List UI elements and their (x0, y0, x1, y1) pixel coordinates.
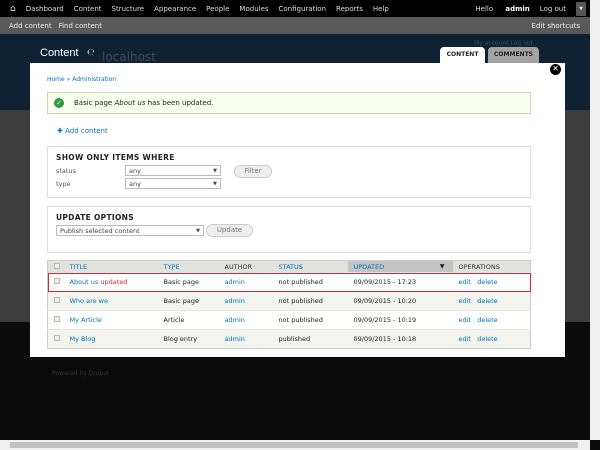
powered-by: Powered by Drupal (52, 370, 109, 377)
hello-label: Hello (475, 4, 494, 13)
author-link[interactable]: admin (224, 297, 245, 305)
toolbar-people[interactable]: People (206, 4, 230, 13)
title-link[interactable]: Who are we (69, 297, 108, 305)
col-status[interactable]: STATUS (272, 260, 348, 273)
edit-shortcuts-link[interactable]: Edit shortcuts (531, 21, 580, 30)
table-row: My Blog Blog entry admin published 09/09… (47, 329, 531, 349)
toolbar-configuration[interactable]: Configuration (278, 4, 327, 13)
status-cell: published (272, 329, 348, 349)
select-all-checkbox[interactable] (54, 262, 60, 269)
scrollbar-thumb[interactable] (10, 442, 578, 448)
status-cell: not published (272, 291, 348, 311)
horizontal-scrollbar[interactable] (0, 440, 590, 450)
toolbar-content[interactable]: Content (73, 4, 102, 13)
col-updated[interactable]: UPDATED ▼ (347, 260, 453, 273)
edit-link[interactable]: edit (458, 316, 471, 324)
table-row: Who are we Basic page admin not publishe… (47, 291, 531, 311)
updated-cell: 09/09/2015 - 10:18 (347, 329, 453, 349)
toolbar-help[interactable]: Help (372, 4, 389, 13)
user-link[interactable]: admin (505, 4, 530, 13)
toolbar-appearance[interactable]: Appearance (154, 4, 197, 13)
check-icon: ✓ (54, 98, 64, 108)
updated-cell: 09/09/2015 - 10:19 (347, 310, 453, 330)
row-checkbox[interactable] (54, 316, 60, 322)
add-content-label: Add content (65, 127, 108, 135)
row-checkbox[interactable] (54, 335, 60, 341)
type-label: type (56, 180, 71, 188)
sort-desc-icon: ▼ (439, 262, 445, 270)
author-link[interactable]: admin (224, 335, 245, 343)
breadcrumb[interactable]: Home » Administration (47, 76, 117, 83)
update-heading: UPDATE OPTIONS (56, 213, 134, 222)
toggle-shortcuts-button[interactable]: ▼ (576, 1, 586, 16)
filter-heading: SHOW ONLY ITEMS WHERE (56, 153, 175, 162)
title-link[interactable]: My Blog (69, 335, 96, 343)
col-operations: OPERATIONS (452, 260, 531, 273)
add-content-link[interactable]: ✚ Add content (57, 127, 108, 135)
status-cell: not published (272, 272, 348, 292)
filter-button[interactable]: Filter (234, 165, 272, 178)
author-link[interactable]: admin (224, 316, 245, 324)
message-suffix: has been updated. (145, 99, 214, 107)
table-row: My Article Article admin not published 0… (47, 310, 531, 330)
delete-link[interactable]: delete (477, 297, 498, 305)
delete-link[interactable]: delete (477, 316, 498, 324)
edit-link[interactable]: edit (458, 335, 471, 343)
edit-link[interactable]: edit (458, 297, 471, 305)
tab-content[interactable]: CONTENT (440, 47, 485, 63)
update-options-fieldset: UPDATE OPTIONS Publish selected content … (47, 206, 531, 253)
message-prefix: Basic page (74, 99, 115, 107)
delete-link[interactable]: delete (477, 278, 498, 286)
updated-marker: updated (100, 278, 128, 286)
status-cell: not published (272, 310, 348, 330)
plus-icon: ✚ (57, 127, 63, 135)
status-message: ✓ Basic page About us has been updated. (47, 92, 531, 114)
col-title[interactable]: TITLE (63, 260, 158, 273)
row-checkbox[interactable] (54, 278, 60, 284)
filter-fieldset: SHOW ONLY ITEMS WHERE status any type an… (47, 146, 531, 198)
table-row: About us updated Basic page admin not pu… (47, 272, 531, 292)
updated-cell: 09/09/2015 - 10:20 (347, 291, 453, 311)
title-link[interactable]: About us (69, 278, 99, 286)
col-author: AUTHOR (218, 260, 273, 273)
overlay-dialog: Home » Administration ✓ Basic page About… (30, 63, 565, 357)
shortcut-star-icon[interactable]: ℮ (87, 48, 95, 58)
type-cell: Blog entry (157, 329, 219, 349)
shortcut-bar: Add content Find content Edit shortcuts (0, 17, 590, 34)
author-link[interactable]: admin (224, 278, 245, 286)
toolbar-dashboard[interactable]: Dashboard (25, 4, 64, 13)
site-name: localhost (102, 50, 156, 64)
delete-link[interactable]: delete (477, 335, 498, 343)
toolbar-structure[interactable]: Structure (111, 4, 145, 13)
col-type[interactable]: TYPE (157, 260, 219, 273)
type-cell: Article (157, 310, 219, 330)
row-checkbox[interactable] (54, 297, 60, 303)
page-title: Content (40, 47, 79, 59)
type-cell: Basic page (157, 272, 219, 292)
admin-toolbar: ⌂ Dashboard Content Structure Appearance… (0, 0, 590, 17)
toolbar-modules[interactable]: Modules (239, 4, 269, 13)
shortcut-find-content[interactable]: Find content (58, 21, 102, 30)
type-cell: Basic page (157, 291, 219, 311)
close-icon[interactable]: ✕ (549, 63, 562, 76)
tab-comments[interactable]: COMMENTS (488, 47, 539, 63)
hello-text: Hello admin (475, 5, 529, 13)
col-updated-label: UPDATED (353, 262, 385, 271)
home-icon[interactable]: ⌂ (10, 3, 16, 14)
type-select[interactable]: any (125, 178, 221, 189)
edit-link[interactable]: edit (458, 278, 471, 286)
operation-select[interactable]: Publish selected content (56, 225, 204, 236)
update-button[interactable]: Update (206, 224, 253, 237)
logout-link[interactable]: Log out (539, 4, 566, 13)
status-label: status (56, 167, 76, 175)
title-link[interactable]: My Article (69, 316, 102, 324)
shortcut-add-content[interactable]: Add content (9, 21, 52, 30)
vertical-scrollbar[interactable] (590, 0, 600, 440)
updated-cell: 09/09/2015 - 17:23 (347, 272, 453, 292)
message-title: About us (114, 99, 146, 107)
content-table: TITLE TYPE AUTHOR STATUS UPDATED ▼ OPERAT… (47, 260, 531, 349)
status-select[interactable]: any (125, 165, 221, 176)
account-links: My account Log out (474, 40, 533, 47)
toolbar-reports[interactable]: Reports (336, 4, 363, 13)
